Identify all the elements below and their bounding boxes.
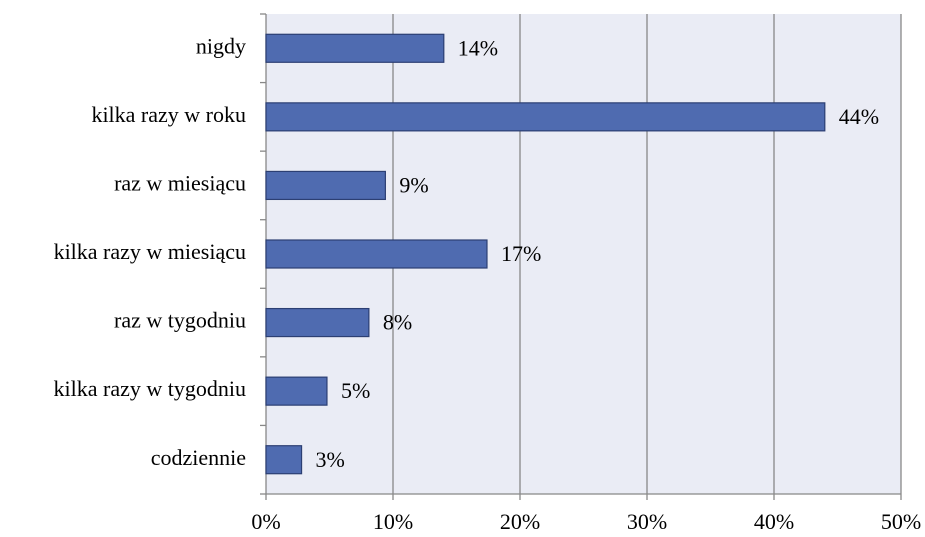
x-tick-label: 30%: [627, 509, 667, 534]
y-tick-label: codziennie: [151, 445, 246, 470]
data-label: 3%: [316, 447, 345, 472]
x-tick-label: 10%: [373, 509, 413, 534]
bar: [265, 33, 445, 63]
data-label: 5%: [341, 378, 370, 403]
x-tick-label: 50%: [881, 509, 921, 534]
data-label: 9%: [399, 172, 428, 197]
y-tick-label: kilka razy w miesiącu: [54, 239, 246, 264]
data-label: 17%: [501, 241, 541, 266]
data-label: 14%: [458, 35, 498, 60]
bar: [265, 170, 386, 201]
y-tick-label: kilka razy w tygodniu: [54, 376, 246, 401]
bar: [265, 307, 370, 338]
y-tick-label: raz w miesiącu: [114, 170, 246, 195]
data-label: 8%: [383, 310, 412, 335]
bar: [265, 445, 303, 475]
bar: [265, 239, 488, 269]
bar: [265, 102, 826, 132]
y-tick-label: nigdy: [196, 33, 246, 58]
x-tick-label: 20%: [500, 509, 540, 534]
y-tick-label: kilka razy w roku: [91, 102, 246, 127]
y-tick-label: raz w tygodniu: [114, 308, 246, 333]
data-label: 44%: [839, 104, 879, 129]
x-tick-label: 0%: [251, 509, 280, 534]
x-tick-label: 40%: [754, 509, 794, 534]
bar: [265, 376, 328, 406]
